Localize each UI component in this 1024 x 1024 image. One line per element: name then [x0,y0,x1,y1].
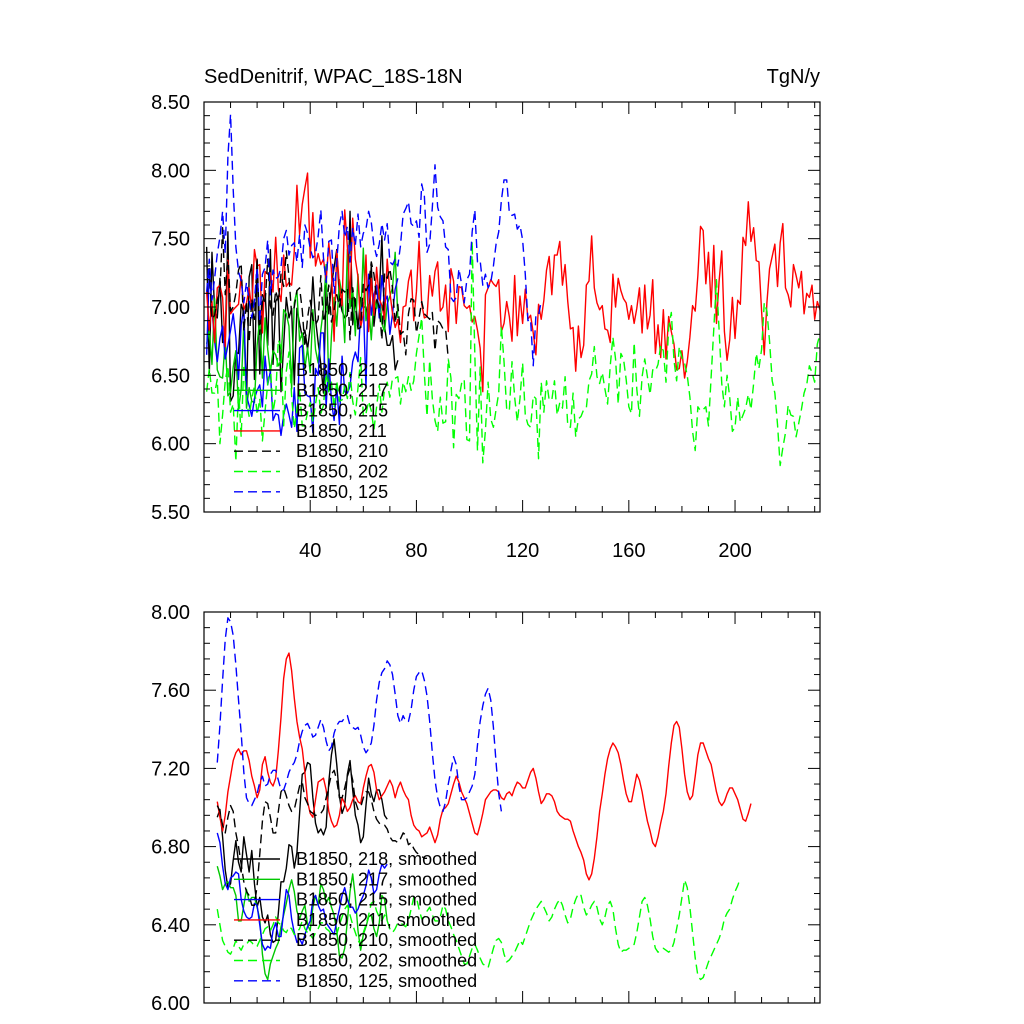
y-tick-label: 7.60 [151,680,190,702]
chart-title: SedDenitrif, WPAC_18S-18N [204,66,463,88]
y-tick-label: 6.00 [151,434,190,456]
y-tick-label: 7.50 [151,229,190,251]
y-tick-label: 8.00 [151,160,190,182]
y-tick-label: 6.50 [151,365,190,387]
series-line-3 [205,268,399,437]
legend-label: B1850, 202, smoothed [296,951,477,971]
legend-label: B1850, 202 [296,462,388,482]
legend-label: B1850, 125 [296,482,388,502]
legend-label: B1850, 210, smoothed [296,930,477,950]
series-line-4 [216,652,752,881]
y-tick-label: 6.40 [151,915,190,937]
series-line-6 [205,240,820,467]
y-tick-label: 8.50 [151,92,190,114]
x-tick-label: 80 [405,540,427,562]
series-line-7 [216,617,503,813]
x-tick-label: 120 [506,540,539,562]
x-tick-label: 160 [612,540,645,562]
x-tick-label: 40 [299,540,321,562]
y-tick-label: 6.00 [151,993,190,1015]
y-tick-label: 7.20 [151,758,190,780]
y-tick-label: 8.00 [151,602,190,624]
y-tick-label: 5.50 [151,502,190,524]
units-label: TgN/y [767,66,820,88]
series-line-5 [206,227,449,359]
series-line-4 [205,172,820,393]
legend-label: B1850, 217, smoothed [296,869,477,889]
series-line-2 [205,247,399,411]
legend-label: B1850, 211 [296,421,387,441]
series-line-2 [216,865,388,981]
legend-label: B1850, 217 [296,380,388,400]
legend-label: B1850, 125, smoothed [296,971,477,991]
series-line-6 [216,877,742,981]
y-tick-label: 6.80 [151,837,190,859]
legend-label: B1850, 218 [296,360,388,380]
legend-label: B1850, 218, smoothed [296,849,477,869]
legend-label: B1850, 211, smoothed [296,910,476,930]
series-line-3 [216,832,388,951]
series-line-1 [216,738,388,944]
series-line-5 [216,767,428,906]
legend-label: B1850, 215 [296,401,388,421]
plot-frame [203,611,821,1004]
series-line-7 [205,113,542,367]
legend-label: B1850, 210 [296,441,388,461]
bottom-panel: 6.00 6.40 6.80 7.20 7.60 8.00 B1850, 218, smoo… [151,602,821,1015]
legend-label: B1850, 215, smoothed [296,890,477,910]
top-panel: 5.50 6.00 6.50 7.00 7.50 8.00 8.50 40 80 120 160 20… [151,66,821,562]
x-tick-label: 200 [718,540,751,562]
y-tick-label: 7.00 [151,297,190,319]
